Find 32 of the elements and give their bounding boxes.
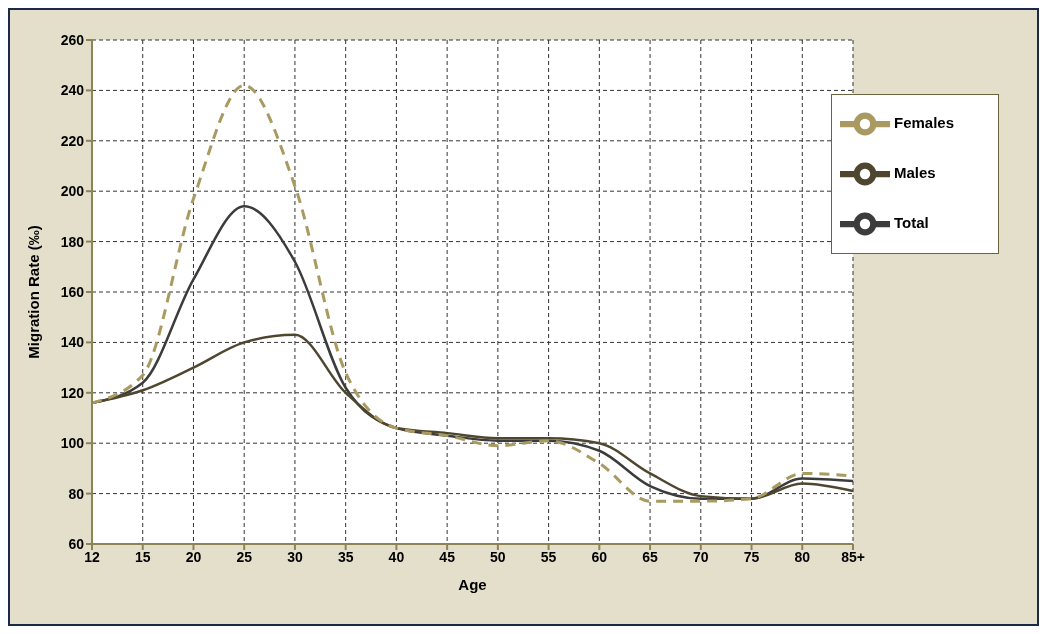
x-tick-label: 65 <box>642 548 659 565</box>
legend-label: Males <box>894 163 936 181</box>
y-tick-label: 260 <box>60 31 85 48</box>
x-tick-label: 35 <box>337 548 354 565</box>
y-tick-label: 60 <box>68 535 85 552</box>
y-tick-label: 180 <box>60 233 85 250</box>
y-tick-label: 200 <box>60 183 85 200</box>
y-tick-label: 240 <box>60 82 85 99</box>
legend-label: Females <box>894 113 955 131</box>
x-tick-label: 25 <box>236 548 253 565</box>
y-tick-label: 140 <box>60 334 85 351</box>
x-tick-label: 60 <box>591 548 608 565</box>
x-tick-label: 12 <box>84 548 100 565</box>
x-tick-label: 75 <box>743 548 760 565</box>
y-axis-title: Migration Rate (‰) <box>25 225 43 359</box>
legend-label: Total <box>894 213 929 231</box>
y-tick-label: 120 <box>60 384 85 401</box>
x-axis-title: Age <box>458 576 487 593</box>
x-tick-label: 85+ <box>841 548 865 565</box>
x-tick-label: 45 <box>439 548 456 565</box>
x-tick-label: 50 <box>490 548 506 565</box>
x-tick-label: 20 <box>185 548 202 565</box>
x-tick-label: 80 <box>794 548 811 565</box>
y-tick-label: 80 <box>68 485 85 502</box>
x-tick-label: 55 <box>540 548 557 565</box>
x-tick-label: 15 <box>134 548 151 565</box>
y-tick-label: 160 <box>60 283 85 300</box>
y-tick-label: 100 <box>60 435 85 452</box>
x-tick-label: 70 <box>693 548 709 565</box>
x-tick-label: 40 <box>388 548 405 565</box>
y-tick-label: 220 <box>60 132 85 149</box>
x-tick-label: 30 <box>287 548 303 565</box>
